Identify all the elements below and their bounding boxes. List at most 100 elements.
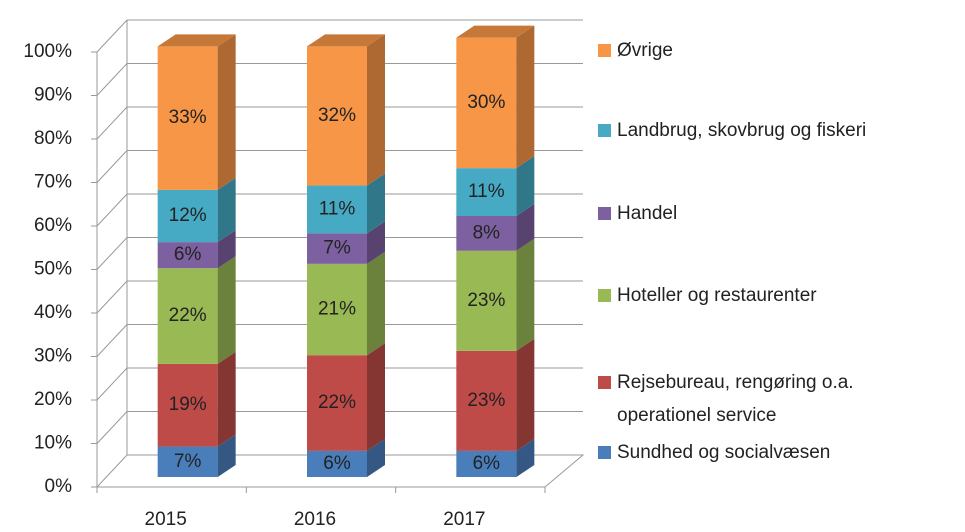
- data-label: 23%: [467, 390, 505, 411]
- grid-line: [96, 106, 583, 140]
- bar-side: [217, 434, 236, 477]
- bar-side: [516, 204, 535, 251]
- bar-side: [217, 230, 236, 269]
- bar-segment: [157, 446, 218, 477]
- bar-segment: [307, 185, 367, 234]
- bar-segment: [307, 355, 367, 451]
- bar-side: [217, 256, 236, 364]
- grid-line: [96, 193, 583, 227]
- legend-label: Handel: [617, 203, 678, 224]
- y-tick-label: 80%: [34, 128, 72, 149]
- data-label: 19%: [169, 394, 207, 415]
- data-label: 11%: [319, 198, 356, 219]
- bar-segment: [157, 242, 218, 269]
- bar-segment: [307, 450, 367, 477]
- legend-entry: Hoteller og restaurenter: [598, 279, 887, 312]
- bar-segment: [307, 263, 367, 356]
- bar-side: [516, 338, 535, 451]
- grid-line: [96, 324, 583, 357]
- bar-side: [217, 34, 236, 190]
- legend-label: Øvrige: [617, 40, 673, 61]
- y-tick-label: 10%: [34, 433, 72, 454]
- bar-side: [367, 438, 385, 477]
- data-label: 11%: [468, 181, 505, 202]
- bar-side: [516, 438, 535, 477]
- bar-segment: [456, 250, 517, 351]
- legend-swatch: [598, 289, 611, 302]
- bar-segment: [456, 350, 517, 451]
- data-label: 22%: [318, 392, 356, 413]
- data-label: 23%: [467, 290, 505, 311]
- legend-label: Hoteller og restaurenter: [617, 285, 817, 306]
- grid-line: [96, 19, 583, 53]
- grid-line: [96, 411, 583, 444]
- y-tick-label: 100%: [23, 41, 72, 62]
- data-label: 6%: [323, 453, 351, 474]
- y-tick-label: 50%: [34, 259, 72, 280]
- bar-side: [367, 251, 385, 356]
- bar-segment: [456, 37, 517, 169]
- grid-line: [96, 63, 583, 96]
- bar-side: [217, 351, 236, 447]
- data-label: 30%: [467, 92, 505, 113]
- y-tick-label: 30%: [34, 346, 72, 367]
- bar-side: [516, 25, 535, 169]
- legend-entry: Handel: [598, 197, 887, 230]
- y-tick-label: 0%: [45, 476, 73, 497]
- legend-entry: Øvrige: [598, 34, 887, 67]
- legend-label: Rejsebureau, rengøring o.a. operationel …: [617, 372, 854, 426]
- legend-swatch: [598, 207, 611, 220]
- y-tick-label: 70%: [34, 172, 72, 193]
- bar-top: [157, 34, 236, 47]
- legend-swatch: [598, 376, 611, 389]
- y-tick-label: 20%: [34, 389, 72, 410]
- data-label: 22%: [169, 305, 207, 326]
- grid-line: [96, 280, 583, 314]
- data-label: 12%: [169, 205, 207, 226]
- x-tick-label: 2017: [443, 509, 485, 530]
- bar-segment: [157, 46, 218, 190]
- legend-swatch: [598, 446, 611, 459]
- bar-segment: [307, 233, 367, 264]
- data-label: 6%: [174, 244, 202, 265]
- grid-line: [96, 237, 583, 270]
- legend-entry: Landbrug, skovbrug og fiskeri: [598, 114, 887, 147]
- bar-side: [367, 343, 385, 451]
- data-label: 33%: [169, 107, 207, 128]
- data-label: 8%: [473, 222, 501, 243]
- data-label: 6%: [473, 453, 501, 474]
- legend-label: Sundhed og socialvæsen: [617, 442, 831, 463]
- data-label: 7%: [323, 238, 351, 259]
- bar-side: [516, 156, 535, 216]
- grid-line: [96, 454, 583, 488]
- bar-side: [367, 221, 385, 264]
- bar-segment: [456, 450, 517, 477]
- bar-segment: [157, 189, 218, 243]
- y-tick-label: 90%: [34, 85, 72, 106]
- legend-entry: Rejsebureau, rengøring o.a. operationel …: [598, 366, 887, 432]
- x-tick-label: 2016: [294, 509, 336, 530]
- bar-side: [217, 177, 236, 243]
- bar-segment: [456, 168, 517, 216]
- legend-swatch: [598, 124, 611, 137]
- bar-segment: [157, 268, 218, 364]
- bar-segment: [157, 363, 218, 447]
- bar-top: [456, 25, 535, 38]
- legend-entry: Sundhed og socialvæsen: [598, 436, 887, 469]
- bar-side: [367, 34, 385, 186]
- legend-label: Landbrug, skovbrug og fiskeri: [617, 120, 867, 141]
- data-label: 21%: [318, 299, 356, 320]
- data-label: 32%: [318, 105, 356, 126]
- x-tick-label: 2015: [145, 509, 187, 530]
- y-tick-label: 60%: [34, 215, 72, 236]
- bar-segment: [307, 46, 367, 186]
- legend-swatch: [598, 44, 611, 57]
- grid-line: [96, 367, 583, 401]
- bar-segment: [456, 216, 517, 251]
- grid-line: [96, 150, 583, 183]
- bar-side: [516, 238, 535, 351]
- y-tick-label: 40%: [34, 302, 72, 323]
- bar-top: [307, 34, 385, 47]
- bar-side: [367, 173, 385, 234]
